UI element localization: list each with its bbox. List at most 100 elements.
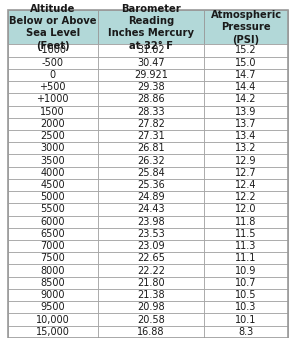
Bar — [8, 240, 97, 252]
Text: 25.84: 25.84 — [137, 168, 165, 178]
Text: 10.3: 10.3 — [235, 302, 257, 312]
Text: 12.0: 12.0 — [235, 204, 257, 214]
Text: 23.53: 23.53 — [137, 229, 165, 239]
Text: 10.7: 10.7 — [235, 278, 257, 288]
Bar — [204, 240, 288, 252]
Text: 13.4: 13.4 — [235, 131, 257, 141]
Text: 29.38: 29.38 — [137, 82, 165, 92]
Bar — [204, 216, 288, 228]
Text: 3000: 3000 — [40, 143, 65, 153]
Bar — [204, 56, 288, 69]
Text: 6000: 6000 — [40, 217, 65, 227]
Bar — [97, 203, 204, 216]
Bar — [204, 191, 288, 203]
Text: 13.9: 13.9 — [235, 106, 257, 117]
Text: 2000: 2000 — [40, 119, 65, 129]
Bar — [204, 203, 288, 216]
Bar — [97, 69, 204, 81]
Bar — [204, 301, 288, 313]
Bar — [97, 44, 204, 56]
Bar — [8, 118, 97, 130]
Bar — [204, 93, 288, 105]
Text: 11.8: 11.8 — [235, 217, 257, 227]
Text: 27.31: 27.31 — [137, 131, 165, 141]
Text: 3500: 3500 — [40, 155, 65, 166]
Text: -500: -500 — [42, 58, 64, 68]
Text: 12.7: 12.7 — [235, 168, 257, 178]
Text: 13.2: 13.2 — [235, 143, 257, 153]
Text: 22.65: 22.65 — [137, 254, 165, 263]
Text: 10.5: 10.5 — [235, 290, 257, 300]
Text: 12.2: 12.2 — [235, 192, 257, 202]
Text: +1000: +1000 — [37, 94, 69, 104]
Bar — [8, 252, 97, 264]
Bar — [204, 81, 288, 93]
Bar — [97, 142, 204, 154]
Text: 11.1: 11.1 — [235, 254, 257, 263]
Bar — [97, 277, 204, 289]
Bar — [204, 252, 288, 264]
Text: 20.58: 20.58 — [137, 315, 165, 324]
Bar — [8, 154, 97, 167]
Text: 22.22: 22.22 — [137, 266, 165, 275]
Bar — [204, 167, 288, 179]
Bar — [97, 289, 204, 301]
Text: 7000: 7000 — [40, 241, 65, 251]
Text: 8500: 8500 — [40, 278, 65, 288]
Bar — [8, 179, 97, 191]
Text: 10.1: 10.1 — [235, 315, 257, 324]
Bar — [97, 56, 204, 69]
Text: 14.2: 14.2 — [235, 94, 257, 104]
Text: 15.0: 15.0 — [235, 58, 257, 68]
Bar — [97, 130, 204, 142]
Bar — [97, 240, 204, 252]
Bar — [204, 313, 288, 325]
Bar — [97, 264, 204, 277]
Text: 4500: 4500 — [40, 180, 65, 190]
Text: 25.36: 25.36 — [137, 180, 165, 190]
Bar — [97, 154, 204, 167]
Text: 12.4: 12.4 — [235, 180, 257, 190]
Bar — [8, 325, 97, 338]
Text: 28.86: 28.86 — [137, 94, 165, 104]
Text: 16.88: 16.88 — [137, 327, 164, 337]
Bar — [204, 277, 288, 289]
Text: 12.9: 12.9 — [235, 155, 257, 166]
Text: +500: +500 — [39, 82, 66, 92]
Bar — [8, 228, 97, 240]
Bar — [97, 10, 204, 44]
Text: 23.09: 23.09 — [137, 241, 165, 251]
Bar — [97, 191, 204, 203]
Bar — [97, 105, 204, 118]
Text: 10,000: 10,000 — [36, 315, 70, 324]
Bar — [8, 105, 97, 118]
Bar — [97, 118, 204, 130]
Text: 30.47: 30.47 — [137, 58, 165, 68]
Bar — [204, 118, 288, 130]
Bar — [8, 203, 97, 216]
Bar — [97, 252, 204, 264]
Bar — [8, 69, 97, 81]
Text: 26.32: 26.32 — [137, 155, 165, 166]
Bar — [8, 44, 97, 56]
Text: Barometer
Reading
Inches Mercury
at 32° F: Barometer Reading Inches Mercury at 32° … — [108, 4, 194, 51]
Bar — [8, 10, 97, 44]
Bar — [204, 10, 288, 44]
Bar — [8, 167, 97, 179]
Text: 11.3: 11.3 — [235, 241, 257, 251]
Text: 20.98: 20.98 — [137, 302, 165, 312]
Bar — [8, 130, 97, 142]
Text: 6500: 6500 — [40, 229, 65, 239]
Bar — [204, 289, 288, 301]
Bar — [204, 325, 288, 338]
Text: 9500: 9500 — [40, 302, 65, 312]
Text: 4000: 4000 — [40, 168, 65, 178]
Bar — [204, 44, 288, 56]
Bar — [204, 142, 288, 154]
Bar — [97, 93, 204, 105]
Text: 29.921: 29.921 — [134, 70, 168, 80]
Text: 7500: 7500 — [40, 254, 65, 263]
Text: 24.89: 24.89 — [137, 192, 165, 202]
Text: 14.7: 14.7 — [235, 70, 257, 80]
Text: 21.80: 21.80 — [137, 278, 165, 288]
